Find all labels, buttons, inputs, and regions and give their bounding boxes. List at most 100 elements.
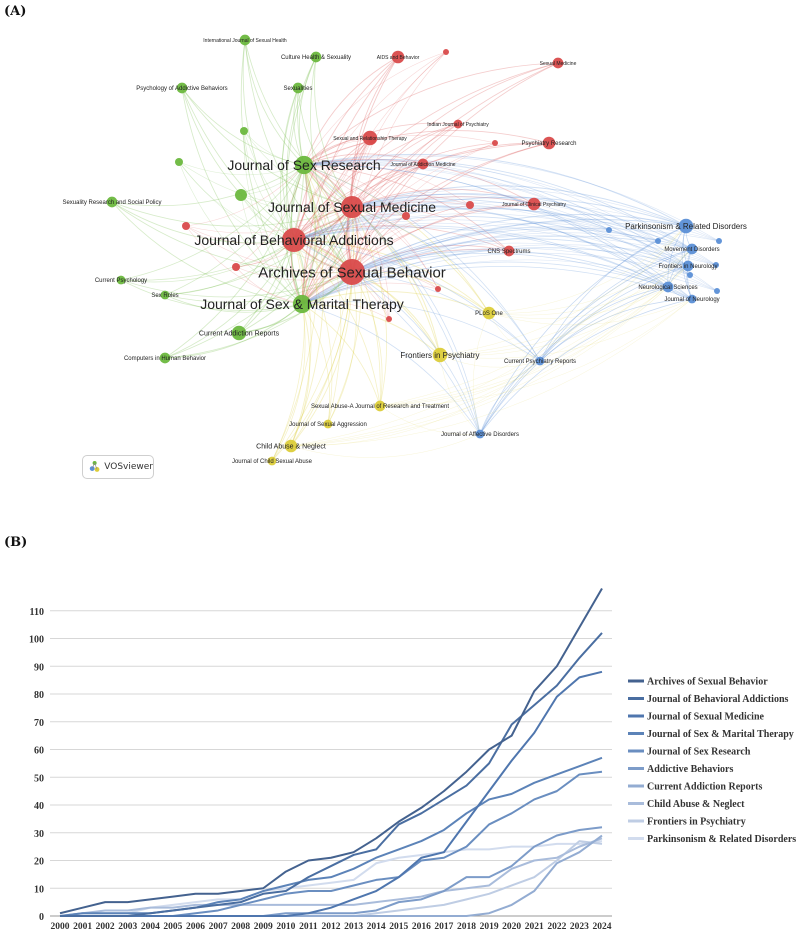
network-node-unlabeled-9 [175, 158, 183, 166]
network-edge-161 [293, 225, 669, 288]
network-edge-302 [379, 225, 687, 407]
network-node-sr [160, 290, 170, 300]
network-edge-307 [379, 360, 541, 407]
network-edge-116 [293, 239, 381, 407]
network-edge-120 [327, 271, 357, 425]
network-node-jcsa [267, 456, 277, 466]
network-edge-113 [303, 164, 441, 356]
y-tick-label-100: 100 [29, 635, 44, 646]
network-node-unlabeled-13 [716, 238, 722, 244]
y-tick-label-20: 20 [34, 857, 44, 868]
chart-x-axis: 2000 2001 2002 2003 2004 2005 2006 2007 2008 2009… [51, 922, 612, 932]
network-edge-258 [303, 163, 691, 276]
network-edge-98 [238, 164, 305, 334]
network-edge-108 [303, 164, 490, 314]
network-edge-276 [539, 286, 669, 362]
network-edge-288 [488, 225, 687, 314]
network-edge-250 [351, 247, 718, 292]
network-edge-156 [293, 215, 689, 267]
network-edge-62 [244, 39, 353, 208]
legend-label-parkinsonism-related-disorders: Parkinsonism & Related Disorders [647, 834, 796, 845]
network-node-asb [339, 259, 365, 285]
network-edge-91 [164, 239, 295, 296]
network-node-unlabeled-14 [655, 238, 661, 244]
network-label-asb: Archives of Sexual Behavior [258, 264, 446, 281]
network-edge-236 [293, 201, 720, 242]
network-edge-209 [301, 282, 439, 305]
network-edge-140 [351, 271, 481, 435]
x-tick-label-2005: 2005 [163, 922, 182, 932]
x-tick-label-2009: 2009 [254, 922, 273, 932]
network-edge-31 [293, 123, 459, 241]
x-tick-label-2000: 2000 [51, 922, 70, 932]
network-node-unlabeled-7 [435, 286, 441, 292]
network-edge-38 [303, 130, 550, 166]
network-edge-75 [181, 87, 353, 273]
network-edge-287 [439, 354, 481, 435]
network-edge-171 [293, 51, 447, 241]
network-edge-74 [280, 87, 303, 305]
network-edge-230 [351, 222, 610, 273]
x-tick-label-2019: 2019 [480, 922, 499, 932]
network-node-unlabeled-10 [240, 127, 248, 135]
x-tick-label-2008: 2008 [231, 922, 250, 932]
network-node-cp [116, 275, 126, 285]
network-node-unlabeled-16 [714, 288, 720, 294]
network-edge-137 [351, 206, 541, 362]
network-edge-115 [351, 271, 383, 407]
chart-series [59, 588, 603, 917]
network-edge-186 [293, 214, 407, 241]
network-edge-177 [351, 142, 496, 208]
network-edge-252 [351, 202, 718, 292]
network-node-unlabeled-17 [687, 272, 693, 278]
network-edge-125 [290, 271, 353, 447]
network-node-srsp [106, 196, 118, 208]
network-edge-212 [351, 206, 390, 320]
network-edge-132 [271, 206, 353, 462]
network-labels: Archives of Sexual Behavior Journal of Be… [62, 38, 746, 465]
network-edge-33 [303, 122, 459, 166]
network-edge-143 [303, 164, 481, 435]
network-edge-246 [293, 213, 717, 266]
network-node-unlabeled-5 [182, 222, 190, 230]
network-edge-284 [439, 286, 669, 356]
network-edge-227 [240, 194, 353, 213]
network-edge-77 [181, 87, 353, 208]
network-label-aids: AIDS and Behavior [377, 55, 420, 61]
network-node-jsr [294, 155, 314, 175]
series-line-journal-of-sexual-medicine [60, 670, 603, 917]
network-edge-254 [301, 259, 718, 305]
network-edge-123 [303, 164, 342, 425]
network-edge-301 [290, 433, 481, 458]
network-edge-181 [293, 201, 471, 241]
network-node-md [686, 243, 698, 255]
network-edge-11 [301, 206, 353, 305]
network-edge-29 [301, 62, 559, 305]
network-node-ns [662, 281, 674, 293]
network-edge-251 [293, 222, 718, 292]
network-edge-155 [351, 238, 689, 273]
x-tick-label-2011: 2011 [299, 922, 318, 932]
network-edge-245 [351, 235, 717, 273]
network-edge-69 [285, 56, 317, 305]
network-label-jad: Journal of Affective Disorders [441, 432, 519, 438]
x-tick-label-2015: 2015 [389, 922, 408, 932]
network-edge-72 [297, 87, 353, 208]
network-edge-224 [243, 130, 303, 305]
network-node-cpr [535, 356, 545, 366]
legend-label-journal-of-sex-marital-therapy: Journal of Sex & Marital Therapy [647, 729, 794, 740]
network-edge-24 [301, 56, 399, 305]
network-edge-195 [185, 225, 353, 274]
network-edge-27 [351, 62, 559, 208]
network-edge-286 [439, 354, 541, 368]
chart-legend: Archives of Sexual Behavior Journal of Be… [628, 677, 796, 845]
legend-label-current-addiction-reports: Current Addiction Reports [647, 782, 762, 793]
network-edge-36 [293, 142, 550, 241]
network-edge-290 [488, 265, 689, 316]
network-edge-241 [293, 207, 659, 242]
network-label-fin: Frontiers in Neurology [658, 264, 717, 270]
network-node-srt [362, 130, 378, 146]
panel-label-a: (A) [4, 4, 27, 19]
network-edge-295 [290, 225, 687, 447]
network-edge-235 [351, 221, 720, 273]
